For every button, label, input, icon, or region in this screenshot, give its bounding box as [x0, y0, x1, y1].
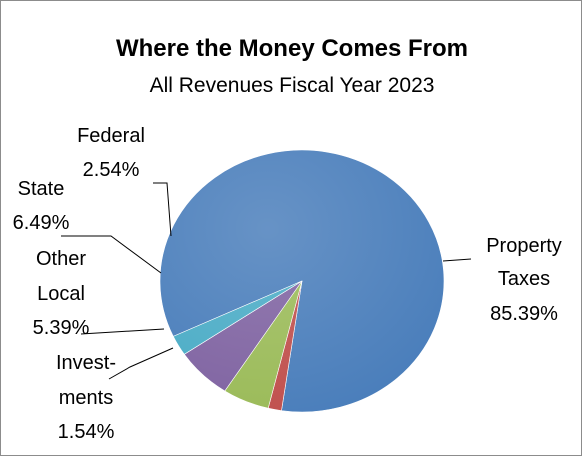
slice-label: Other [36, 248, 86, 270]
slice-label: 5.39% [33, 317, 90, 339]
slice-label: Property [486, 235, 562, 257]
leader-line [153, 182, 172, 237]
slice-label: Federal [77, 125, 145, 147]
slice-label: Taxes [498, 268, 550, 290]
slice-label: 2.54% [83, 159, 140, 181]
slice-label: Invest- [56, 352, 116, 374]
slice-label: State [18, 178, 65, 200]
chart-subtitle: All Revenues Fiscal Year 2023 [150, 74, 435, 97]
slice-label: ments [59, 387, 113, 409]
pie-sheen [160, 150, 444, 412]
pie-slices [159, 149, 445, 413]
slice-label: 85.39% [490, 303, 558, 325]
pie-labels: Property Taxes 85.39% Invest-ments 1.54% Othe… [13, 125, 562, 443]
leader-line [61, 235, 162, 274]
leader-line [80, 328, 165, 335]
slice-label: 1.54% [58, 421, 115, 443]
slice-label: Local [37, 283, 85, 305]
leader-line [108, 347, 174, 380]
slice-label: 6.49% [13, 212, 70, 234]
leader-line [442, 258, 472, 262]
chart-title: Where the Money Comes From [116, 35, 468, 62]
